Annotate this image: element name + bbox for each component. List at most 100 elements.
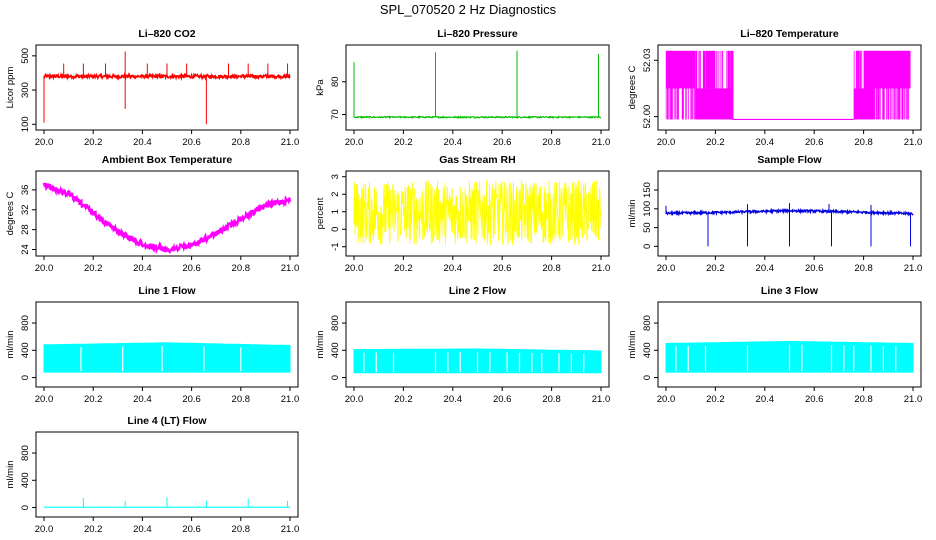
y-tick-label: 52.00 [642,105,653,129]
x-tick-label: 20.4 [756,394,775,405]
data-area [43,342,291,373]
plot-frame [35,431,299,518]
y-tick-label: 80 [330,76,341,87]
chart-title: Line 1 Flow [138,285,196,297]
x-tick-label: 20.4 [133,394,152,405]
data-line [353,115,601,120]
x-tick-label: 20.4 [133,263,152,274]
x-tick-label: 21.0 [281,524,300,535]
chart-title: Ambient Box Temperature [102,154,233,166]
y-axis-label: Licor ppm [5,67,16,109]
x-tick-label: 20.4 [444,263,463,274]
chart-line1: Line 1 Flow ml/min 20.0 20.2 20.4 20.6 20.8 21.… [5,285,299,405]
x-tick-label: 20.0 [35,524,54,535]
y-axis-label: percent [315,197,326,229]
x-tick-label: 20.6 [805,263,824,274]
x-tick-label: 20.6 [182,394,201,405]
y-tick-label: 400 [330,342,341,358]
plot-frame [345,301,610,388]
x-tick-label: 20.6 [182,524,201,535]
y-tick-label: 100 [642,201,653,217]
x-tick-label: 20.6 [805,394,824,405]
y-tick-label: -1 [330,243,341,251]
x-tick-label: 20.2 [706,137,725,148]
y-axis-label: degrees C [627,65,638,109]
plot-frame [345,44,610,131]
x-tick-label: 21.0 [281,263,300,274]
x-tick-label: 20.0 [35,263,54,274]
x-tick-label: 20.2 [706,263,725,274]
x-tick-label: 20.0 [657,394,676,405]
chart-title: Line 3 Flow [761,285,819,297]
series-temperature [665,50,911,121]
x-tick-label: 21.0 [281,137,300,148]
x-tick-label: 20.0 [345,263,364,274]
series-line3 [665,340,914,373]
series-pressure [353,50,601,120]
y-tick-label: 3 [330,174,341,179]
y-tick-label: 800 [20,445,31,461]
data-band [705,50,716,89]
x-tick-label: 20.6 [805,137,824,148]
x-tick-label: 20.2 [84,263,103,274]
chart-title: Gas Stream RH [439,154,515,166]
x-tick-label: 20.8 [854,263,873,274]
series-line4 [44,497,290,508]
x-tick-label: 20.8 [232,263,251,274]
series-rh [353,180,602,246]
series-line2 [353,348,602,374]
x-tick-label: 20.4 [444,137,463,148]
x-tick-label: 20.8 [854,137,873,148]
chart-co2: Li–820 CO2 Licor ppm 20.0 20.2 20.4 20.6 20.8 2… [5,28,299,148]
y-tick-label: 0 [642,375,653,380]
chart-line4: Line 4 (LT) Flow ml/min 20.0 20.2 20.4 20.6 20… [5,415,299,535]
y-axis-label: ml/min [627,331,638,359]
y-tick-label: 100 [20,116,31,132]
chart-line2: Line 2 Flow ml/min 20.0 20.2 20.4 20.6 20.8 21.… [315,285,610,405]
x-tick-label: 21.0 [904,394,923,405]
x-tick-label: 20.2 [84,394,103,405]
y-axis-label: ml/min [627,200,638,228]
plot-frame [345,170,610,257]
data-line [42,182,292,255]
plot-frame [35,301,299,388]
chart-title: Line 4 (LT) Flow [127,415,207,427]
plot-frame [35,170,299,257]
x-tick-label: 20.8 [232,137,251,148]
series-co2 [43,51,291,125]
x-tick-label: 20.4 [756,137,775,148]
x-tick-label: 20.4 [133,524,152,535]
y-tick-label: 0 [20,375,31,380]
x-tick-label: 20.6 [182,137,201,148]
x-tick-label: 21.0 [592,263,611,274]
y-tick-label: 24 [20,244,31,255]
x-tick-label: 20.2 [394,263,413,274]
figure-title: SPL_070520 2 Hz Diagnostics [379,2,557,17]
y-tick-label: 1 [330,209,341,214]
x-tick-label: 20.8 [542,137,561,148]
y-tick-label: 0 [20,505,31,510]
series-line1 [43,342,291,373]
y-tick-label: 400 [642,342,653,358]
y-tick-label: 400 [20,342,31,358]
y-tick-label: 0 [642,244,653,249]
x-tick-label: 20.6 [493,263,512,274]
y-tick-label: 800 [330,315,341,331]
x-tick-label: 21.0 [592,394,611,405]
x-tick-label: 20.2 [706,394,725,405]
x-tick-label: 20.0 [35,394,54,405]
y-tick-label: 52.03 [642,48,653,72]
y-tick-label: 36 [20,185,31,196]
x-tick-label: 20.6 [493,394,512,405]
x-tick-label: 20.0 [345,394,364,405]
chart-title: Li–820 Pressure [437,28,518,40]
x-tick-label: 20.0 [35,137,54,148]
chart-pressure: Li–820 Pressure kPa 20.0 20.2 20.4 20.6 20.8 21… [315,28,610,148]
x-tick-label: 20.8 [542,394,561,405]
x-tick-label: 21.0 [281,394,300,405]
y-tick-label: 800 [642,315,653,331]
x-tick-label: 20.8 [854,394,873,405]
y-tick-label: 0 [330,375,341,380]
x-tick-label: 20.2 [394,394,413,405]
